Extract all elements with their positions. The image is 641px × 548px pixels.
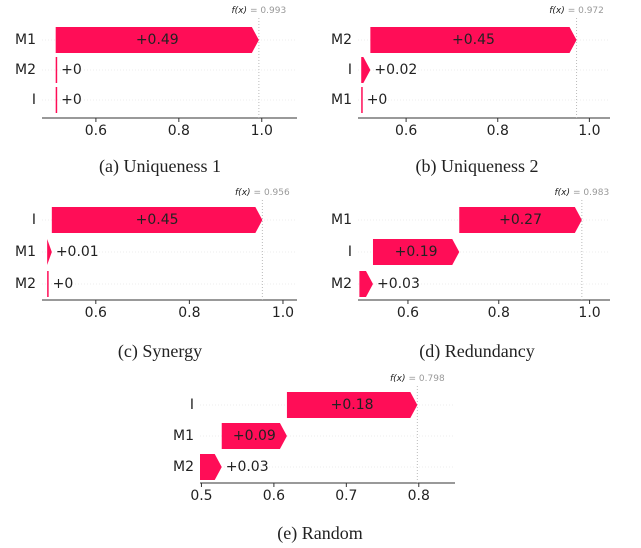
bar (286, 392, 418, 418)
feature-label: I (348, 62, 352, 78)
bar (221, 423, 287, 449)
fx-name: f(x) (549, 6, 565, 16)
bar (361, 57, 371, 83)
feature-label: M1 (331, 212, 352, 228)
x-tick-label: 1.0 (578, 123, 600, 139)
x-tick-label: 0.8 (488, 305, 510, 321)
value-label: +0.45 (452, 32, 495, 48)
fx-value: = 0.956 (254, 188, 290, 198)
fx-value: = 0.993 (250, 6, 286, 16)
bar (200, 454, 222, 480)
fx-name: f(x) (235, 188, 251, 198)
value-label: +0.03 (226, 459, 269, 475)
value-label: +0.18 (331, 397, 374, 413)
feature-label: M2 (15, 276, 36, 292)
value-label: +0.49 (136, 32, 179, 48)
value-label: +0.02 (374, 62, 417, 78)
caption: (d) Redundancy (419, 341, 534, 362)
bar (55, 87, 58, 113)
caption: (c) Synergy (118, 341, 202, 362)
value-label: +0 (61, 62, 82, 78)
fx-label: f(x) = 0.972 (549, 6, 604, 16)
feature-label: I (348, 244, 352, 260)
x-tick-label: 1.0 (578, 305, 600, 321)
value-label: +0 (53, 276, 74, 292)
caption: (e) Random (277, 523, 362, 544)
value-label: +0 (367, 92, 388, 108)
fx-value: = 0.972 (568, 6, 604, 16)
fx-label: f(x) = 0.983 (554, 188, 609, 198)
fx-name: f(x) (232, 6, 248, 16)
x-tick-label: 0.8 (408, 488, 430, 504)
feature-label: M2 (331, 32, 352, 48)
x-tick-label: 0.8 (178, 305, 200, 321)
bar (51, 207, 263, 233)
feature-label: M1 (15, 244, 36, 260)
fx-name: f(x) (390, 374, 406, 384)
x-tick-label: 0.8 (168, 123, 190, 139)
x-tick-label: 0.6 (85, 123, 107, 139)
bar (47, 239, 52, 265)
feature-label: M1 (331, 92, 352, 108)
feature-label: M2 (15, 62, 36, 78)
value-label: +0 (61, 92, 82, 108)
bar (459, 207, 582, 233)
bar (359, 271, 373, 297)
feature-label: M2 (331, 276, 352, 292)
fx-value: = 0.798 (409, 374, 445, 384)
x-tick-label: 0.6 (395, 123, 417, 139)
bar (372, 239, 460, 265)
value-label: +0.01 (56, 244, 99, 260)
feature-label: M2 (173, 459, 194, 475)
caption: (a) Uniqueness 1 (99, 156, 221, 177)
fx-label: f(x) = 0.956 (235, 188, 290, 198)
feature-label: M1 (173, 428, 194, 444)
bar (370, 27, 577, 53)
fx-label: f(x) = 0.993 (232, 6, 287, 16)
value-label: +0.09 (233, 428, 276, 444)
bar (55, 27, 259, 53)
x-tick-label: 0.8 (487, 123, 509, 139)
x-tick-label: 1.0 (272, 305, 294, 321)
x-tick-label: 0.6 (263, 488, 285, 504)
value-label: +0.19 (395, 244, 438, 260)
feature-label: I (32, 212, 36, 228)
feature-label: M1 (15, 32, 36, 48)
x-tick-label: 0.5 (190, 488, 212, 504)
x-tick-label: 0.6 (397, 305, 419, 321)
x-tick-label: 0.6 (85, 305, 107, 321)
feature-label: I (32, 92, 36, 108)
fx-name: f(x) (554, 188, 570, 198)
value-label: +0.45 (136, 212, 179, 228)
x-tick-label: 0.7 (335, 488, 357, 504)
x-tick-label: 1.0 (251, 123, 273, 139)
bar (361, 87, 363, 113)
value-label: +0.27 (499, 212, 542, 228)
caption: (b) Uniqueness 2 (416, 156, 539, 177)
feature-label: I (190, 397, 194, 413)
value-label: +0.03 (377, 276, 420, 292)
bar (47, 271, 49, 297)
fx-label: f(x) = 0.798 (390, 374, 445, 384)
fx-value: = 0.983 (573, 188, 609, 198)
bar (55, 57, 58, 83)
